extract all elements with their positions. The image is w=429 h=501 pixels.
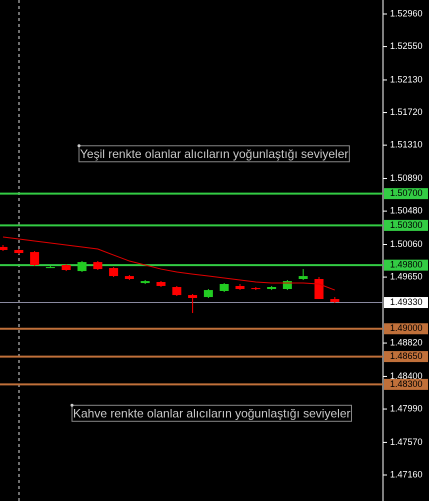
candle-body xyxy=(172,287,182,296)
y-tick-label: 1.48820 xyxy=(390,337,423,347)
candle-body xyxy=(156,282,166,286)
y-tick-label: 1.50060 xyxy=(390,239,423,249)
level-label-box xyxy=(384,188,428,200)
candle-body xyxy=(282,281,292,290)
candle-body xyxy=(235,285,245,290)
annotation-anchor xyxy=(77,144,81,148)
candle-body xyxy=(330,299,340,302)
candle-body xyxy=(298,276,308,279)
candle-body xyxy=(30,252,40,266)
level-label-box xyxy=(384,351,428,363)
level-label: 1.49000 xyxy=(390,323,423,333)
y-tick-label: 1.47570 xyxy=(390,437,423,447)
level-label-box xyxy=(384,219,428,231)
y-tick-label: 1.51310 xyxy=(390,140,423,150)
current-price-box xyxy=(384,297,428,309)
annotation-box xyxy=(71,404,352,422)
candle-body xyxy=(188,295,198,298)
candle-body xyxy=(219,284,229,291)
y-tick-label: 1.50480 xyxy=(390,205,423,215)
level-label-box xyxy=(384,323,428,335)
candle-body xyxy=(203,290,213,298)
y-tick-label: 1.47990 xyxy=(390,403,423,413)
y-tick-label: 1.52130 xyxy=(390,74,423,84)
y-tick-label: 1.52550 xyxy=(390,41,423,51)
candle-body xyxy=(93,262,103,270)
candle-body xyxy=(0,246,8,250)
level-label: 1.50700 xyxy=(390,188,423,198)
candle-body xyxy=(140,281,150,284)
candle-body xyxy=(251,288,261,290)
candle-body xyxy=(61,265,71,271)
candle-body xyxy=(77,262,87,272)
y-tick-label: 1.49650 xyxy=(390,271,423,281)
candle-body xyxy=(124,276,134,279)
level-label: 1.49800 xyxy=(390,260,423,270)
annotation: Yeşil renkte olanlar alıcıların yoğunlaş… xyxy=(80,147,348,161)
candle-body xyxy=(109,268,119,277)
y-tick-label: 1.52960 xyxy=(390,8,423,18)
y-tick-label: 1.48400 xyxy=(390,371,423,381)
annotation-anchor xyxy=(70,403,74,407)
candle-body xyxy=(267,287,277,290)
candle-body xyxy=(45,267,55,269)
level-label: 1.50300 xyxy=(390,220,423,230)
moving-average xyxy=(2,236,335,291)
level-label-box xyxy=(384,259,428,271)
y-tick-label: 1.50890 xyxy=(390,173,423,183)
level-label: 1.48650 xyxy=(390,351,423,361)
annotation-box xyxy=(78,145,350,163)
annotation: Kahve renkte olanlar alıcıların yoğunlaş… xyxy=(73,406,350,420)
level-label-box xyxy=(384,378,428,390)
candle-body xyxy=(314,278,324,300)
y-tick-label: 1.47160 xyxy=(390,469,423,479)
candle-body xyxy=(14,249,24,254)
current-price-label: 1.49330 xyxy=(390,297,423,307)
level-label: 1.48300 xyxy=(390,379,423,389)
y-tick-label: 1.51720 xyxy=(390,107,423,117)
